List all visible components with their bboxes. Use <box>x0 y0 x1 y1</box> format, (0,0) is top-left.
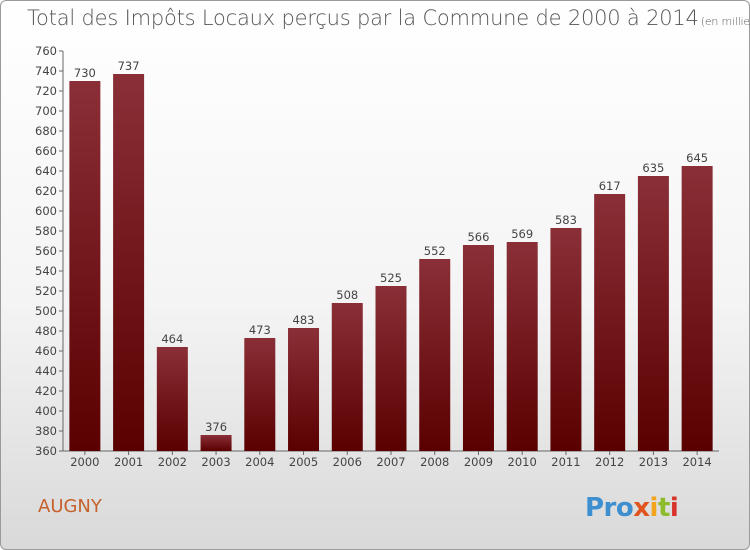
bar-2004 <box>244 338 276 451</box>
proxiti-logo[interactable]: Proxiti <box>585 493 679 523</box>
value-label-2001: 737 <box>118 59 140 73</box>
value-label-2014: 645 <box>686 151 708 165</box>
y-tick-label: 420 <box>35 384 57 398</box>
x-tick-label-2010: 2010 <box>508 455 537 469</box>
y-tick-label: 500 <box>35 304 57 318</box>
bar-2013 <box>637 176 669 451</box>
x-axis: 2000 2001 2002 2003 2004 2005 2006 2007 2008 2009… <box>63 450 719 469</box>
x-tick-label-2002: 2002 <box>158 455 187 469</box>
commune-name: AUGNY <box>38 496 102 517</box>
y-tick-label: 740 <box>35 64 57 78</box>
y-tick-label: 480 <box>35 324 57 338</box>
y-tick-label: 620 <box>35 184 57 198</box>
y-axis: 360 380 400 420 440 460 480 500 520 540 560 580 600 6… <box>35 44 64 458</box>
y-tick-label: 520 <box>35 284 57 298</box>
value-label-2010: 569 <box>511 227 533 241</box>
value-labels: 730 737 464 376 473 483 508 525 552 566 569 583 617 6… <box>74 59 708 434</box>
bar-2009 <box>462 245 494 451</box>
x-tick-label-2014: 2014 <box>682 455 711 469</box>
logo-part-2: x <box>633 493 650 523</box>
bar-2006 <box>331 303 363 451</box>
y-tick-label: 460 <box>35 344 57 358</box>
bar-2010 <box>506 242 538 451</box>
bar-2014 <box>681 166 713 451</box>
x-tick-label-2005: 2005 <box>289 455 318 469</box>
x-tick-label-2012: 2012 <box>595 455 624 469</box>
y-tick-label: 700 <box>35 104 57 118</box>
bars-group <box>69 74 713 451</box>
chart-title-text: Total des Impôts Locaux perçus par la Co… <box>27 6 699 30</box>
x-tick-label-2004: 2004 <box>245 455 274 469</box>
y-tick-label: 640 <box>35 164 57 178</box>
chart-title: Total des Impôts Locaux perçus par la Co… <box>27 6 750 30</box>
logo-part-1: Pro <box>585 493 634 523</box>
y-tick-label: 680 <box>35 124 57 138</box>
value-label-2000: 730 <box>74 66 96 80</box>
bar-2011 <box>550 228 582 451</box>
value-label-2011: 583 <box>555 213 577 227</box>
x-tick-label-2009: 2009 <box>464 455 493 469</box>
logo-part-5: i <box>669 493 679 523</box>
y-tick-label: 560 <box>35 244 57 258</box>
y-tick-label: 760 <box>35 44 57 58</box>
bar-2005 <box>288 328 320 451</box>
bar-2007 <box>375 286 407 451</box>
value-label-2012: 617 <box>599 179 621 193</box>
value-label-2006: 508 <box>336 288 358 302</box>
x-tick-label-2013: 2013 <box>639 455 668 469</box>
value-label-2009: 566 <box>467 230 489 244</box>
value-label-2008: 552 <box>424 244 446 258</box>
y-tick-label: 600 <box>35 204 57 218</box>
y-tick-label: 380 <box>35 424 57 438</box>
y-tick-label: 660 <box>35 144 57 158</box>
value-label-2005: 483 <box>293 313 315 327</box>
y-tick-label: 540 <box>35 264 57 278</box>
bar-2003 <box>200 435 232 451</box>
bar-2000 <box>69 81 101 451</box>
value-label-2013: 635 <box>642 161 664 175</box>
x-tick-label-2008: 2008 <box>420 455 449 469</box>
y-tick-label: 400 <box>35 404 57 418</box>
bar-2002 <box>156 347 188 451</box>
chart-unit: (en milliers d'€) <box>700 15 750 28</box>
logo-part-3: i <box>649 493 659 523</box>
value-label-2003: 376 <box>205 420 227 434</box>
bar-2001 <box>113 74 145 451</box>
value-label-2004: 473 <box>249 323 271 337</box>
value-label-2002: 464 <box>161 332 183 346</box>
x-tick-label-2003: 2003 <box>201 455 230 469</box>
y-tick-label: 360 <box>35 444 57 458</box>
x-tick-label-2011: 2011 <box>551 455 580 469</box>
y-tick-label: 440 <box>35 364 57 378</box>
x-tick-label-2000: 2000 <box>70 455 99 469</box>
x-tick-label-2001: 2001 <box>114 455 143 469</box>
x-tick-label-2006: 2006 <box>333 455 362 469</box>
bar-2008 <box>419 259 451 451</box>
value-label-2007: 525 <box>380 271 402 285</box>
y-tick-label: 580 <box>35 224 57 238</box>
x-tick-label-2007: 2007 <box>376 455 405 469</box>
logo-part-4: t <box>657 493 670 523</box>
bar-2012 <box>594 194 626 451</box>
y-tick-label: 720 <box>35 84 57 98</box>
